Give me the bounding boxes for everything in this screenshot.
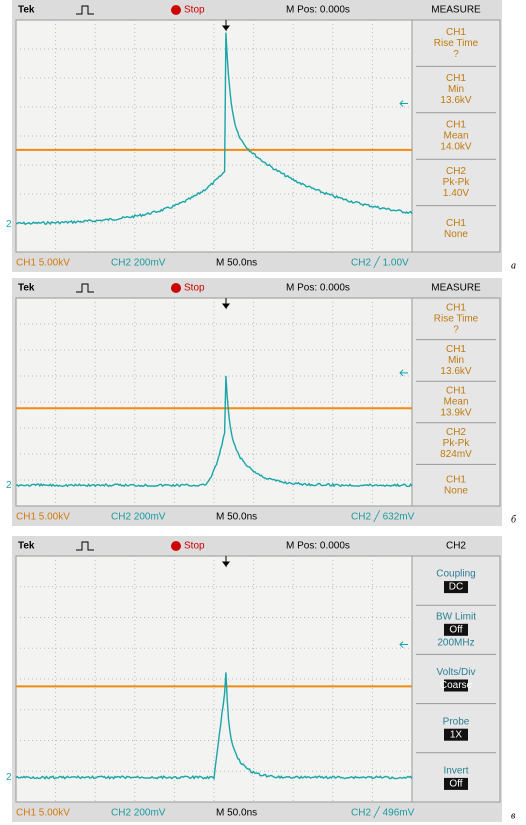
menu-item-text: None [444, 485, 468, 496]
status: Stop [184, 5, 205, 16]
menu-item-text: CH1 [446, 474, 466, 485]
menu-item-text: 13.9kV [440, 408, 471, 419]
menu-item-text: ? [453, 49, 459, 60]
menu-item-text: CH2 [446, 166, 466, 177]
menu-value: 1X [450, 729, 463, 740]
menu-item-text: None [444, 229, 468, 240]
stop-indicator [171, 5, 181, 15]
menu-item-text: Min [448, 355, 464, 366]
stop-indicator [171, 283, 181, 293]
menu-item-text: CH1 [446, 27, 466, 38]
position: M Pos: 0.000s [286, 541, 350, 552]
trigger-level: CH2 ╱ 1.00V [351, 256, 409, 269]
stop-indicator [171, 541, 181, 551]
status: Stop [184, 541, 205, 552]
menu-item-text: CH1 [446, 344, 466, 355]
menu-value: Coarse [440, 680, 473, 691]
brand: Tek [18, 5, 35, 16]
brand: Tek [18, 541, 35, 552]
menu-label: BW Limit [436, 611, 476, 622]
menu-item-text: ? [453, 324, 459, 335]
menu-item-text: CH1 [446, 218, 466, 229]
menu-item-text: CH1 [446, 73, 466, 84]
menu-item-text: 1.40V [443, 188, 469, 199]
trigger-level: CH2 ╱ 496mV [351, 806, 415, 819]
ch1-scale: CH1 5.00kV [16, 258, 70, 269]
menu-item-text: 824mV [440, 449, 472, 460]
menu-item-text: 13.6kV [440, 95, 471, 106]
ch2-scale: CH2 200mV [111, 512, 166, 523]
menu-title: CH2 [446, 541, 466, 552]
figure: TekStopM Pos: 0.000sMEASURECH1Rise Time?… [0, 0, 526, 825]
menu-item-text: Mean [443, 397, 468, 408]
menu-value: Off [449, 779, 462, 790]
menu-label: Coupling [436, 569, 475, 580]
brand: Tek [18, 283, 35, 294]
menu-title: MEASURE [431, 5, 481, 16]
timebase: M 50.0ns [216, 808, 257, 819]
panel-label: б [511, 514, 517, 525]
menu-item-text: CH1 [446, 120, 466, 131]
menu-item-text: Mean [443, 131, 468, 142]
menu-item-text: Min [448, 84, 464, 95]
menu-label: Volts/Div [437, 667, 476, 678]
ch2-marker: 2 [6, 480, 12, 491]
menu-item-text: Pk-Pk [443, 438, 471, 449]
panel-label: а [511, 260, 516, 271]
menu-title: MEASURE [431, 283, 481, 294]
ch1-scale: CH1 5.00kV [16, 512, 70, 523]
menu-item-text: 13.6kV [440, 366, 471, 377]
menu-value: DC [449, 582, 463, 593]
menu-value: Off [449, 624, 462, 635]
panel-label: в [511, 810, 516, 821]
menu-item-text: Rise Time [434, 313, 479, 324]
ch1-scale: CH1 5.00kV [16, 808, 70, 819]
menu-label: Invert [443, 766, 468, 777]
status: Stop [184, 283, 205, 294]
timebase: M 50.0ns [216, 258, 257, 269]
position: M Pos: 0.000s [286, 5, 350, 16]
oscilloscope-panel: Tek Stop M Pos: 0.000s CH2 Coupling DC BW Limi… [6, 536, 516, 822]
menu-label: Probe [443, 716, 470, 727]
ch2-scale: CH2 200mV [111, 808, 166, 819]
position: M Pos: 0.000s [286, 283, 350, 294]
ch2-marker: 2 [6, 219, 12, 230]
ch2-marker: 2 [6, 772, 12, 783]
menu-item-text: CH2 [446, 427, 466, 438]
ch2-scale: CH2 200mV [111, 258, 166, 269]
menu-item-text: CH1 [446, 302, 466, 313]
menu-item-text: 14.0kV [440, 142, 471, 153]
menu-item-text: Rise Time [434, 38, 479, 49]
menu-item-text: Pk-Pk [443, 177, 471, 188]
menu-item-text: CH1 [446, 386, 466, 397]
trigger-level: CH2 ╱ 632mV [351, 510, 415, 523]
menu-label: 200MHz [437, 637, 474, 648]
timebase: M 50.0ns [216, 512, 257, 523]
